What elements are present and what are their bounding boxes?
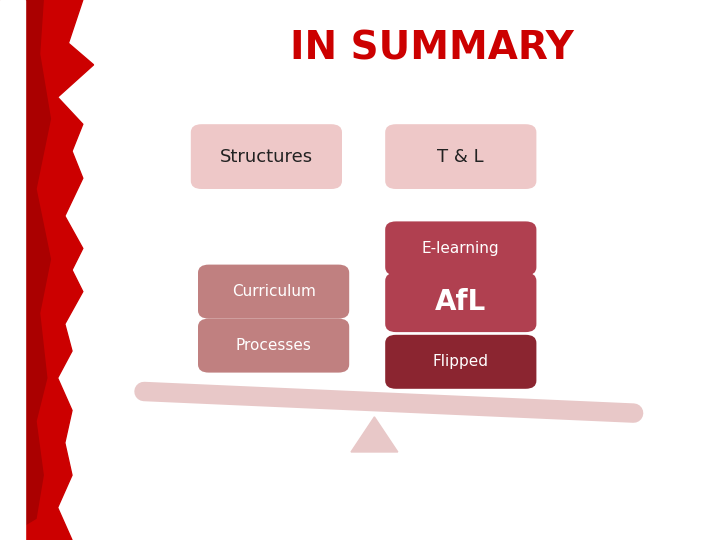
FancyBboxPatch shape: [385, 124, 536, 189]
Text: Structures: Structures: [220, 147, 313, 166]
Polygon shape: [0, 0, 94, 540]
Text: E-learning: E-learning: [422, 241, 500, 256]
Polygon shape: [0, 0, 50, 540]
Text: AfL: AfL: [435, 288, 487, 316]
FancyBboxPatch shape: [385, 221, 536, 275]
Polygon shape: [351, 417, 397, 452]
Text: Curriculum: Curriculum: [232, 284, 315, 299]
Text: IN SUMMARY: IN SUMMARY: [290, 30, 574, 68]
FancyBboxPatch shape: [198, 319, 349, 373]
Polygon shape: [0, 0, 25, 540]
FancyBboxPatch shape: [198, 265, 349, 319]
FancyBboxPatch shape: [385, 273, 536, 332]
FancyBboxPatch shape: [385, 335, 536, 389]
FancyBboxPatch shape: [191, 124, 342, 189]
Text: T & L: T & L: [438, 147, 484, 166]
Text: Processes: Processes: [235, 338, 312, 353]
Text: Flipped: Flipped: [433, 354, 489, 369]
